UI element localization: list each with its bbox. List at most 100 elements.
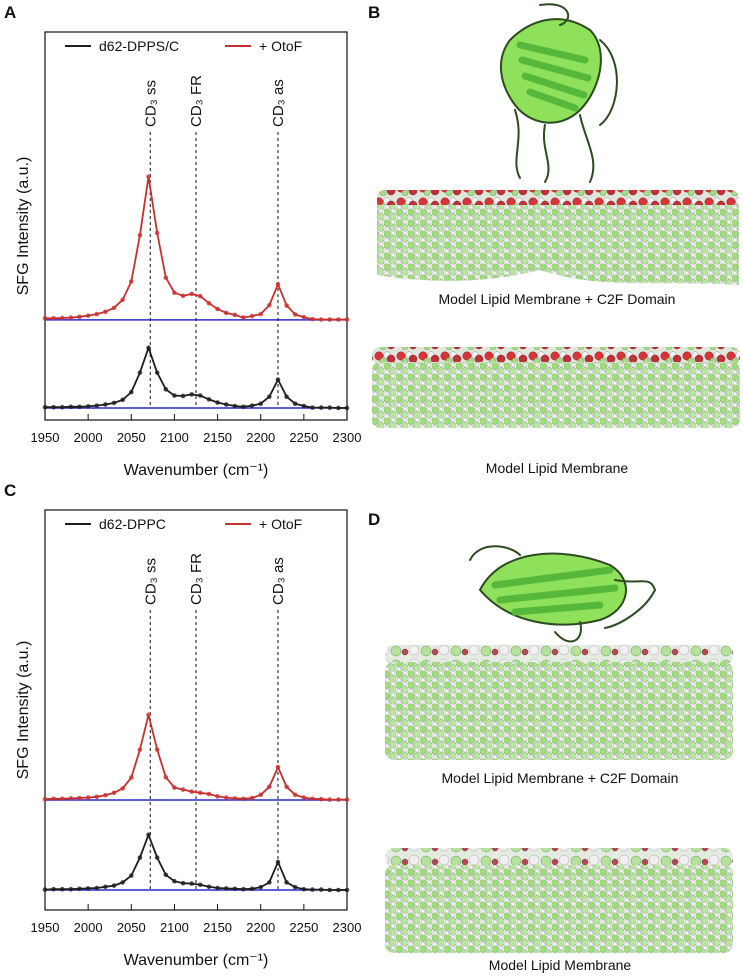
- data-point: [241, 796, 246, 802]
- data-point: [318, 887, 324, 892]
- data-point: [292, 792, 298, 798]
- panel-label: D: [368, 510, 380, 529]
- data-point: [172, 393, 177, 398]
- data-point: [292, 884, 298, 890]
- data-point: [232, 796, 238, 801]
- caption: Model Lipid Membrane: [489, 957, 632, 973]
- x-tick-label: 2100: [160, 920, 189, 935]
- x-tick-label: 2250: [289, 920, 318, 935]
- data-point: [275, 377, 281, 382]
- data-point: [336, 887, 341, 893]
- data-point: [241, 404, 246, 410]
- data-point: [154, 230, 160, 236]
- data-point: [206, 397, 212, 402]
- data-point: [146, 712, 151, 718]
- annotation: CD₃ as: [270, 79, 287, 127]
- x-tick-label: 2200: [246, 430, 275, 445]
- data-point: [94, 311, 100, 317]
- data-point: [206, 884, 212, 890]
- data-point: [111, 305, 117, 311]
- data-point: [258, 401, 264, 407]
- data-point: [120, 297, 125, 303]
- data-point: [189, 291, 194, 297]
- data-point: [94, 403, 100, 408]
- data-point: [137, 747, 143, 752]
- data-point: [68, 315, 74, 320]
- x-tick-label: 2300: [333, 920, 362, 935]
- data-point: [267, 302, 272, 308]
- y-axis-label: SFG Intensity (a.u.): [15, 641, 32, 780]
- data-point: [120, 786, 125, 791]
- data-point: [198, 393, 203, 398]
- data-point: [318, 317, 324, 322]
- data-point: [128, 279, 134, 284]
- data-point: [206, 300, 212, 306]
- data-point: [258, 311, 264, 317]
- lipid-heads: [372, 347, 740, 365]
- data-point: [198, 293, 203, 299]
- data-point: [223, 402, 229, 407]
- data-point: [51, 316, 56, 321]
- data-point: [292, 312, 298, 317]
- data-point: [51, 886, 56, 892]
- data-point: [172, 290, 177, 296]
- data-point: [249, 886, 255, 892]
- data-point: [172, 785, 177, 790]
- data-point: [85, 886, 91, 891]
- data-point: [215, 400, 220, 405]
- data-point: [85, 313, 91, 318]
- data-point: [206, 791, 212, 797]
- data-point: [42, 796, 48, 802]
- data-point: [301, 403, 307, 409]
- data-point: [51, 796, 56, 802]
- data-point: [146, 832, 151, 838]
- annotation: CD₃ ss: [142, 558, 159, 605]
- data-point: [232, 312, 238, 318]
- data-point: [310, 405, 315, 410]
- data-point: [68, 404, 74, 410]
- data-point: [180, 880, 186, 886]
- data-point: [154, 855, 160, 860]
- data-point: [310, 796, 315, 802]
- data-point: [189, 392, 194, 397]
- panel-label: B: [368, 3, 380, 22]
- x-tick-label: 2000: [74, 430, 103, 445]
- data-point: [120, 397, 125, 403]
- data-point: [215, 794, 220, 799]
- data-point: [94, 794, 100, 800]
- data-point: [223, 886, 229, 891]
- data-point: [249, 313, 255, 319]
- data-point: [111, 883, 117, 888]
- annotation: CD₃ as: [270, 557, 287, 605]
- data-point: [275, 859, 281, 865]
- data-point: [267, 394, 272, 400]
- data-point: [128, 873, 134, 878]
- data-point: [77, 886, 82, 892]
- x-tick-label: 2150: [203, 430, 232, 445]
- data-point: [318, 796, 324, 802]
- x-axis-label: Wavenumber (cm⁻¹): [124, 462, 269, 479]
- legend-label: + OtoF: [259, 38, 302, 54]
- data-point: [111, 790, 117, 796]
- data-point: [301, 886, 307, 892]
- data-point: [275, 281, 281, 287]
- data-point: [163, 774, 169, 780]
- data-point: [215, 306, 220, 312]
- data-point: [327, 887, 333, 893]
- data-point: [128, 389, 134, 395]
- data-point: [310, 316, 315, 322]
- data-point: [128, 775, 134, 780]
- data-point: [344, 405, 350, 411]
- data-point: [59, 404, 65, 410]
- data-point: [318, 405, 324, 410]
- data-point: [163, 387, 169, 392]
- data-point: [85, 404, 91, 409]
- data-point: [189, 789, 194, 794]
- lipid-tails: [372, 362, 740, 428]
- x-tick-label: 2250: [289, 430, 318, 445]
- legend-label: d62-DPPS/C: [99, 38, 179, 54]
- data-point: [146, 174, 151, 180]
- x-tick-label: 2000: [74, 920, 103, 935]
- annotation: CD₃ FR: [188, 75, 205, 127]
- x-tick-label: 2050: [117, 430, 146, 445]
